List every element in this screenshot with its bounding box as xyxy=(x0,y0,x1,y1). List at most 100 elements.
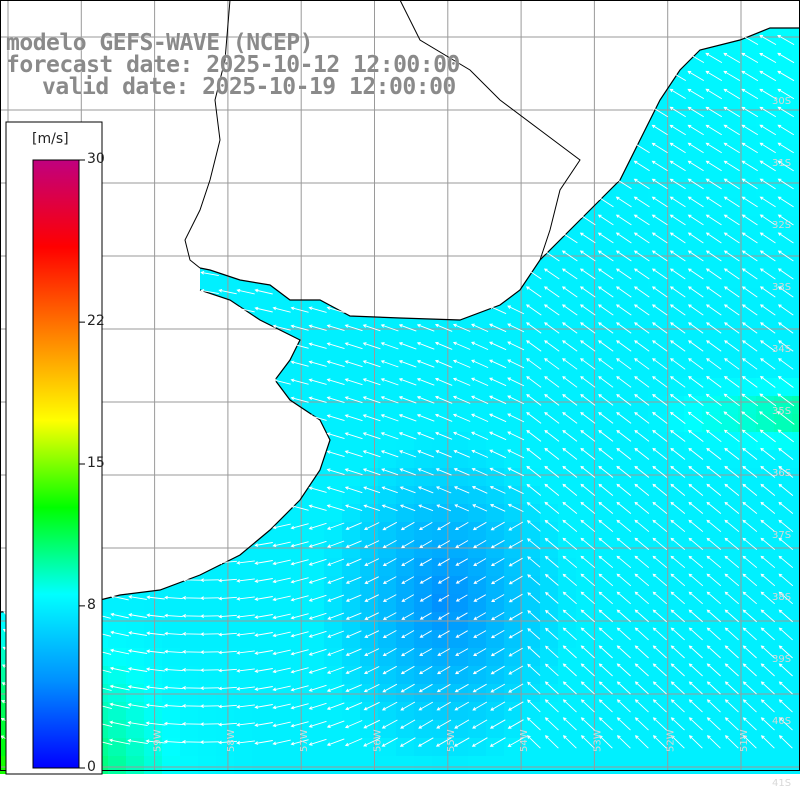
wind-arrow xyxy=(109,666,130,673)
wind-arrow xyxy=(579,250,596,262)
speed-cell xyxy=(756,126,774,144)
speed-cell xyxy=(630,504,648,522)
speed-cell xyxy=(666,324,684,342)
wind-arrow xyxy=(724,717,739,731)
speed-cell xyxy=(306,594,324,612)
wind-arrow xyxy=(724,447,740,460)
wind-arrow xyxy=(777,178,794,190)
wind-arrow xyxy=(526,717,541,731)
wind-arrow xyxy=(760,717,775,731)
speed-cell xyxy=(720,540,738,558)
speed-cell xyxy=(684,414,702,432)
wind-arrow xyxy=(777,250,794,262)
wind-arrow xyxy=(597,286,614,298)
wind-arrow xyxy=(272,739,291,746)
speed-cell xyxy=(324,576,342,594)
speed-cell xyxy=(450,720,468,738)
wind-arrow xyxy=(308,396,327,403)
wind-arrow xyxy=(163,721,184,726)
speed-cell xyxy=(738,540,756,558)
wind-arrow xyxy=(290,378,309,385)
wind-arrow xyxy=(580,394,596,406)
speed-cell xyxy=(594,486,612,504)
wind-arrow xyxy=(598,627,613,641)
speed-cell xyxy=(648,522,666,540)
wind-arrow xyxy=(308,306,327,313)
wind-arrow xyxy=(723,250,740,262)
wind-arrow xyxy=(454,522,469,531)
wind-arrow xyxy=(507,737,524,747)
wind-arrow xyxy=(364,612,379,620)
speed-cell xyxy=(522,342,540,360)
speed-cell xyxy=(648,738,666,756)
wind-arrow xyxy=(742,555,758,569)
wind-arrow xyxy=(706,447,722,460)
speed-cell xyxy=(720,126,738,144)
speed-cell xyxy=(720,504,738,522)
speed-cell xyxy=(720,360,738,378)
speed-cell xyxy=(648,540,666,558)
wind-arrow xyxy=(598,735,613,749)
wind-arrow xyxy=(723,393,740,407)
speed-cell xyxy=(666,126,684,144)
speed-cell xyxy=(342,522,360,540)
wind-arrow xyxy=(326,684,345,692)
speed-cell xyxy=(774,576,792,594)
wind-arrow xyxy=(436,666,451,675)
wind-arrow xyxy=(435,468,452,476)
wind-arrow xyxy=(634,663,649,677)
wind-arrow xyxy=(741,178,758,190)
wind-arrow xyxy=(436,701,451,711)
lon-label: 57W xyxy=(299,729,310,752)
speed-cell xyxy=(792,342,800,360)
speed-cell xyxy=(774,702,792,720)
wind-arrow xyxy=(687,178,704,190)
wind-arrow xyxy=(633,160,650,172)
wind-arrow xyxy=(688,645,703,659)
wind-arrow xyxy=(670,717,685,731)
lat-label: 35S xyxy=(772,406,791,417)
wind-arrow xyxy=(380,378,399,386)
speed-cell xyxy=(702,144,720,162)
wind-arrow xyxy=(326,720,345,728)
speed-cell xyxy=(756,468,774,486)
wind-arrow xyxy=(489,323,507,333)
wind-arrow xyxy=(723,411,741,425)
wind-arrow xyxy=(489,504,506,512)
speed-cell xyxy=(108,756,126,774)
speed-cell xyxy=(756,252,774,270)
wind-arrow xyxy=(741,214,758,226)
wind-arrow xyxy=(272,541,291,548)
speed-cell xyxy=(702,234,720,252)
lat-label: 31S xyxy=(772,158,791,169)
speed-cell xyxy=(792,72,800,90)
wind-arrow xyxy=(670,483,686,496)
wind-arrow xyxy=(471,323,489,333)
wind-arrow xyxy=(381,486,398,494)
speed-cell xyxy=(558,396,576,414)
wind-arrow xyxy=(669,106,686,118)
speed-cell xyxy=(702,648,720,666)
wind-arrow xyxy=(561,286,578,298)
wind-arrow xyxy=(326,324,345,332)
wind-arrow xyxy=(652,394,668,406)
wind-arrow xyxy=(687,52,705,63)
speed-cell xyxy=(198,630,216,648)
wind-arrow xyxy=(688,519,704,533)
wind-arrow xyxy=(472,665,487,675)
speed-cell xyxy=(792,90,800,108)
wind-arrow xyxy=(236,614,255,619)
speed-cell xyxy=(630,216,648,234)
wind-arrow xyxy=(453,486,470,494)
wind-arrow xyxy=(580,645,595,659)
wind-arrow xyxy=(507,359,525,369)
speed-cell xyxy=(756,324,774,342)
lon-label: 51W xyxy=(739,729,750,752)
wind-arrow xyxy=(182,614,201,618)
wind-arrow xyxy=(272,703,291,710)
wind-arrow xyxy=(652,519,668,533)
wind-arrow xyxy=(236,578,255,583)
wind-arrow xyxy=(380,324,399,332)
speed-cell xyxy=(162,648,180,666)
speed-cell xyxy=(756,738,774,756)
